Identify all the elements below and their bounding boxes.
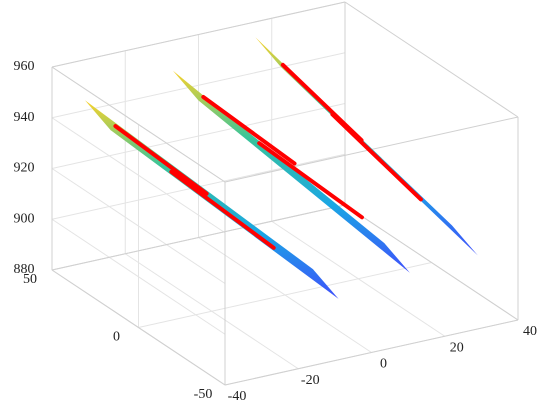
grid-line: [51, 218, 226, 335]
axis-edge: [51, 204, 346, 271]
z-tick-label: 960: [14, 59, 35, 74]
z-tick-label: 880: [14, 262, 35, 277]
z-tick-label: 900: [14, 211, 35, 226]
y-tick-label: -50: [194, 387, 213, 402]
x-tick-label: 20: [450, 340, 464, 355]
axis-edge: [344, 1, 519, 118]
grid-line: [51, 103, 346, 169]
surface: [172, 70, 410, 273]
x-tick-label: 40: [523, 324, 537, 339]
y-tick-label: 50: [23, 272, 37, 287]
grid-line: [138, 262, 432, 328]
red-line: [113, 124, 209, 196]
axis-edge: [51, 66, 226, 183]
red-line: [201, 94, 297, 166]
grid-line: [51, 168, 226, 284]
axis-edge: [51, 269, 226, 386]
axis-edge: [224, 319, 519, 386]
red-line: [169, 169, 276, 250]
grid-line: [51, 117, 226, 234]
x-tick-label: -40: [228, 389, 247, 404]
red-line: [330, 112, 423, 202]
x-tick-label: -20: [301, 373, 320, 388]
z-tick-label: 940: [14, 110, 35, 125]
axis-edge: [51, 1, 346, 68]
x-tick-label: 0: [380, 357, 387, 372]
grid-line: [51, 52, 346, 119]
z-tick-label: 920: [14, 161, 35, 176]
red-line: [257, 141, 364, 220]
y-tick-label: 0: [113, 330, 120, 345]
axis-edge: [344, 204, 519, 321]
